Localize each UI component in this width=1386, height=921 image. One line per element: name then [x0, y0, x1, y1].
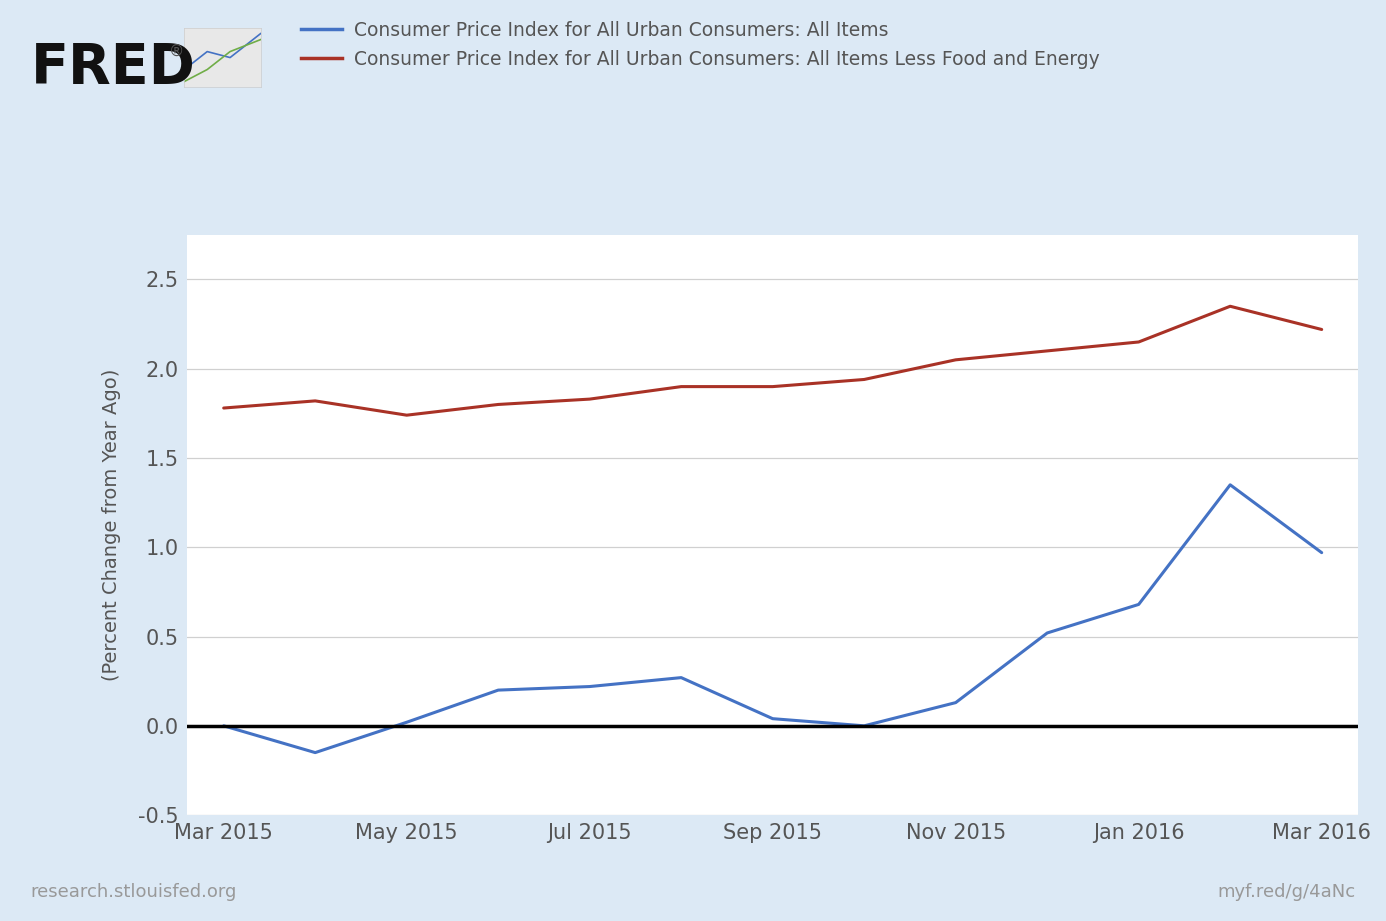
Text: ®: ®: [169, 44, 184, 59]
Legend: Consumer Price Index for All Urban Consumers: All Items, Consumer Price Index fo: Consumer Price Index for All Urban Consu…: [294, 14, 1107, 76]
Text: research.stlouisfed.org: research.stlouisfed.org: [30, 882, 237, 901]
Text: myf.red/g/4aNc: myf.red/g/4aNc: [1217, 882, 1356, 901]
Y-axis label: (Percent Change from Year Ago): (Percent Change from Year Ago): [103, 368, 122, 682]
Text: FRED: FRED: [30, 41, 195, 96]
